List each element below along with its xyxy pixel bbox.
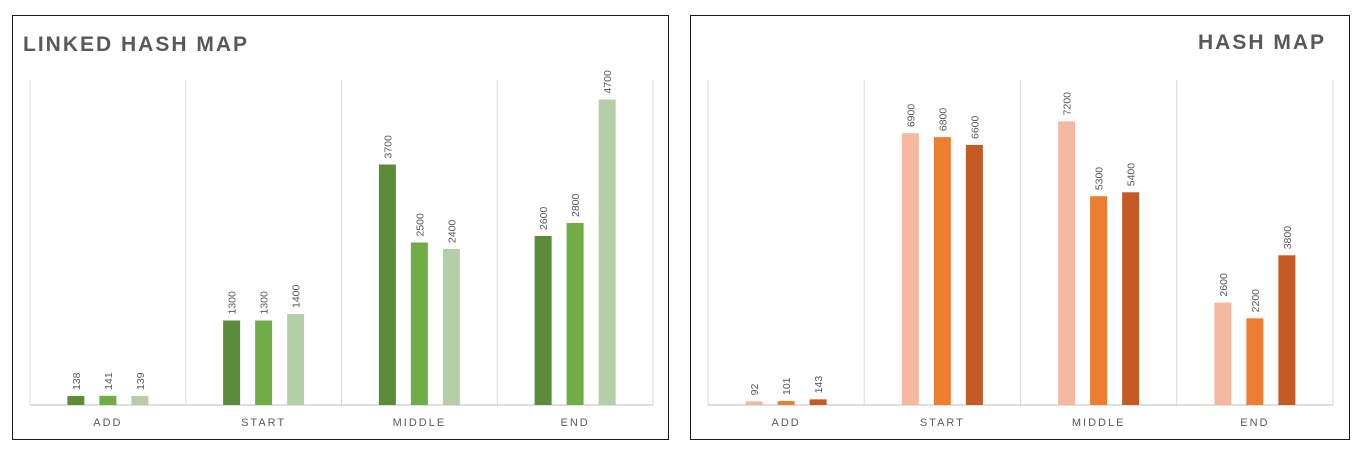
category-label: START xyxy=(920,417,965,429)
bar xyxy=(131,395,149,405)
bar xyxy=(901,133,919,405)
bar xyxy=(67,396,85,405)
chart-title: LINKED HASH MAP xyxy=(23,33,250,56)
data-label: 2400 xyxy=(446,219,458,243)
data-label: 1300 xyxy=(227,291,239,315)
data-label: 5400 xyxy=(1126,163,1138,187)
data-label: 6900 xyxy=(905,104,917,128)
bar xyxy=(255,320,273,405)
hash-map-chart: HASH MAP ADD 92 101 143 START 6900 6800 6600 MID… xyxy=(690,15,1350,440)
bar xyxy=(809,399,827,405)
bar xyxy=(933,137,951,405)
bar xyxy=(410,242,428,405)
data-label: 6600 xyxy=(969,115,981,139)
data-label: 2600 xyxy=(538,206,550,230)
data-label: 2500 xyxy=(414,213,426,237)
data-label: 141 xyxy=(103,372,115,390)
bar xyxy=(1122,192,1140,405)
category-label: MIDDLE xyxy=(393,417,447,429)
bar xyxy=(287,314,305,405)
bar xyxy=(1090,196,1108,405)
bar xyxy=(1278,255,1296,405)
data-label: 143 xyxy=(813,376,825,394)
data-label: 139 xyxy=(135,372,147,390)
category-label: START xyxy=(241,417,286,429)
category-label: ADD xyxy=(772,417,801,429)
data-label: 4700 xyxy=(602,70,614,94)
bar xyxy=(1214,302,1232,405)
bar xyxy=(99,395,117,405)
hash-map-plot: ADD 92 101 143 START 6900 6800 6600 MIDDLE 7200 53… xyxy=(707,80,1334,429)
bar xyxy=(598,99,616,405)
bar xyxy=(566,223,584,405)
linked-hash-map-chart: LINKED HASH MAP ADD 138 141 139 START 1300 130… xyxy=(12,15,669,440)
data-label: 138 xyxy=(71,372,83,390)
category-label: ADD xyxy=(93,417,122,429)
bar xyxy=(1246,318,1264,405)
bar xyxy=(745,401,763,405)
bar xyxy=(442,249,460,405)
bar xyxy=(378,164,396,405)
linked-hash-map-plot: ADD 138 141 139 START 1300 1300 1400 MIDDLE 3700 2… xyxy=(29,70,654,429)
bar xyxy=(1058,121,1076,405)
data-label: 2800 xyxy=(570,193,582,217)
data-label: 3700 xyxy=(382,135,394,159)
bar xyxy=(777,401,795,405)
chart-title: HASH MAP xyxy=(1197,31,1326,54)
data-label: 1400 xyxy=(291,284,303,308)
data-label: 6800 xyxy=(937,108,949,132)
category-label: MIDDLE xyxy=(1072,417,1126,429)
category-label: END xyxy=(561,417,590,429)
bar xyxy=(534,236,552,405)
data-label: 7200 xyxy=(1062,92,1074,116)
bar xyxy=(223,320,241,405)
data-label: 101 xyxy=(781,377,793,395)
bar xyxy=(965,145,983,405)
data-label: 2200 xyxy=(1250,289,1262,313)
data-label: 5300 xyxy=(1094,167,1106,191)
data-label: 92 xyxy=(749,384,761,396)
data-label: 3800 xyxy=(1282,226,1294,250)
category-label: END xyxy=(1240,417,1269,429)
data-label: 1300 xyxy=(259,291,271,315)
data-label: 2600 xyxy=(1218,273,1230,297)
